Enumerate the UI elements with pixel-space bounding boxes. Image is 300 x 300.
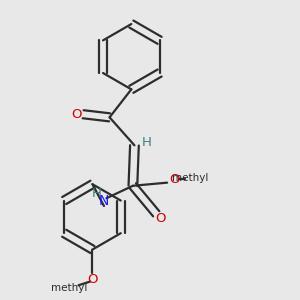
Text: O: O [169,173,180,186]
Text: N: N [99,194,109,208]
Text: H: H [142,136,152,149]
Text: O: O [87,273,98,286]
Text: O: O [71,108,82,121]
Text: methyl: methyl [51,284,87,293]
Text: O: O [156,212,166,225]
Text: H: H [92,187,102,200]
Text: methyl: methyl [172,173,208,183]
